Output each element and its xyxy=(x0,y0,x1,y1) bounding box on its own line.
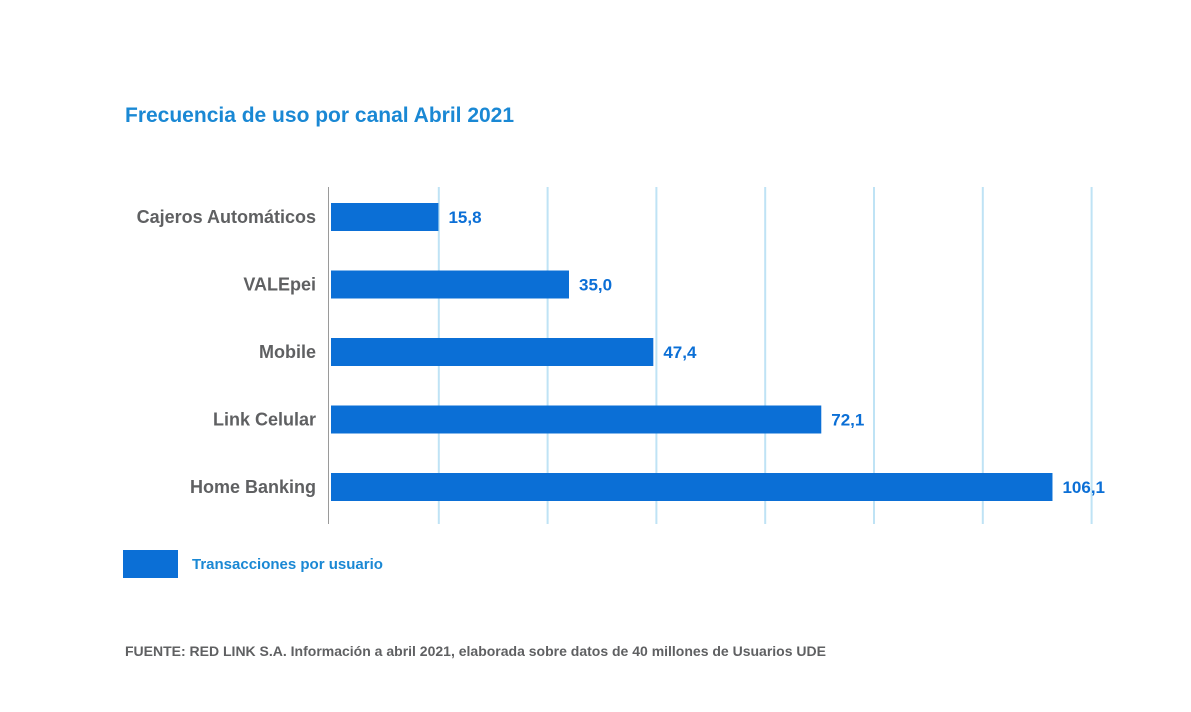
value-label: 72,1 xyxy=(831,411,864,430)
value-label: 47,4 xyxy=(663,343,697,362)
legend-label: Transacciones por usuario xyxy=(192,555,383,573)
bar xyxy=(331,338,654,366)
value-label: 15,8 xyxy=(448,208,481,227)
legend: Transacciones por usuario xyxy=(123,550,383,578)
category-label: VALEpei xyxy=(243,275,316,295)
value-label: 35,0 xyxy=(579,276,612,295)
category-labels: Cajeros Automáticos VALEpei Mobile Link Cel… xyxy=(137,207,316,497)
category-label: Cajeros Automáticos xyxy=(137,207,316,227)
category-label: Mobile xyxy=(259,342,316,362)
bar xyxy=(331,473,1053,501)
bar xyxy=(331,203,439,231)
chart-title: Frecuencia de uso por canal Abril 2021 xyxy=(125,104,515,127)
source-note: FUENTE: RED LINK S.A. Información a abri… xyxy=(125,643,826,659)
category-label: Home Banking xyxy=(190,477,316,497)
category-label: Link Celular xyxy=(213,410,316,430)
bars xyxy=(331,203,1053,501)
bar xyxy=(331,270,569,299)
bar xyxy=(331,405,822,434)
legend-swatch xyxy=(123,550,178,578)
value-labels: 15,8 35,0 47,4 72,1 106,1 xyxy=(448,208,1105,497)
value-label: 106,1 xyxy=(1062,478,1105,497)
